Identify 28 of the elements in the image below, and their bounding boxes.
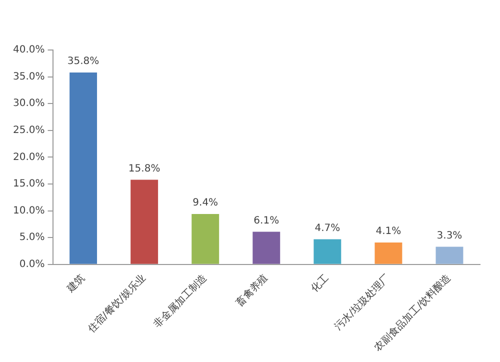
y-tick-label: 35.0% — [12, 71, 45, 82]
data-label: 35.8% — [67, 56, 100, 68]
x-tick-label: 住宿/餐饮/娱乐业 — [86, 272, 148, 335]
x-tick-label: 化工 — [308, 272, 332, 295]
bar — [252, 232, 280, 264]
bar — [192, 214, 220, 264]
bar — [70, 72, 98, 264]
bar — [314, 239, 342, 264]
data-label: 9.4% — [192, 198, 218, 209]
bar — [374, 242, 402, 264]
bar — [436, 246, 464, 264]
x-tick-label: 建筑 — [64, 272, 88, 296]
y-tick-label: 40.0% — [12, 44, 45, 56]
y-tick-label: 30.0% — [12, 98, 45, 110]
data-label: 4.1% — [376, 226, 402, 238]
y-tick-label: 5.0% — [19, 232, 45, 244]
bar — [130, 180, 158, 264]
x-tick-label: 非金属加工制造 — [151, 272, 210, 330]
x-tick-label: 畜禽养殖 — [234, 272, 270, 309]
data-label: 6.1% — [254, 215, 280, 226]
data-label: 3.3% — [436, 230, 462, 242]
y-tick-label: 15.0% — [12, 178, 45, 190]
y-tick-label: 20.0% — [12, 152, 45, 163]
y-tick-label: 10.0% — [12, 205, 45, 216]
y-tick-label: 0.0% — [19, 259, 45, 270]
y-tick-label: 25.0% — [12, 125, 45, 136]
data-label: 15.8% — [128, 163, 160, 174]
data-label: 4.7% — [314, 222, 340, 234]
